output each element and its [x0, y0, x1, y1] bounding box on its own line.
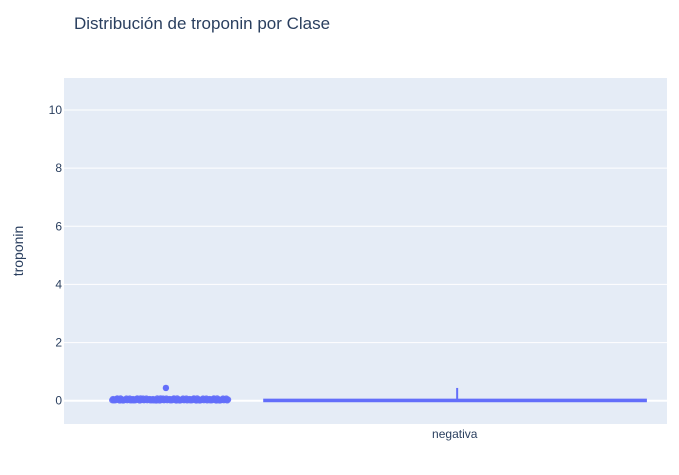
data-point — [157, 395, 164, 402]
y-tick-label-8: 8 — [55, 161, 62, 175]
data-point — [164, 396, 171, 404]
outlier-point — [162, 384, 170, 392]
data-point — [126, 395, 133, 402]
data-point — [113, 395, 120, 403]
y-tick-label-4: 4 — [55, 277, 62, 291]
data-point — [144, 396, 151, 404]
data-point — [119, 397, 127, 404]
data-point — [181, 396, 188, 404]
y-tick-label-2: 2 — [55, 336, 62, 350]
x-tick-labels: negativa — [432, 427, 478, 441]
y-tick-label-10: 10 — [49, 103, 63, 117]
data-point — [150, 397, 158, 404]
y-tick-label-0: 0 — [55, 394, 62, 408]
x-tick-label-negativa: negativa — [432, 427, 478, 441]
data-point — [205, 396, 213, 403]
y-tick-label-6: 6 — [55, 219, 62, 233]
box-plot-series — [109, 384, 647, 404]
chart-title: Distribución de troponin por Clase — [74, 14, 330, 33]
y-axis-title: troponin — [10, 226, 26, 277]
data-point — [218, 396, 226, 403]
data-point — [212, 396, 219, 404]
data-point — [174, 396, 182, 403]
plot-area — [64, 78, 667, 424]
data-point — [194, 396, 202, 403]
y-tick-labels: 0 2 4 6 8 10 — [49, 103, 63, 408]
data-point — [133, 395, 140, 403]
data-point — [188, 396, 195, 403]
